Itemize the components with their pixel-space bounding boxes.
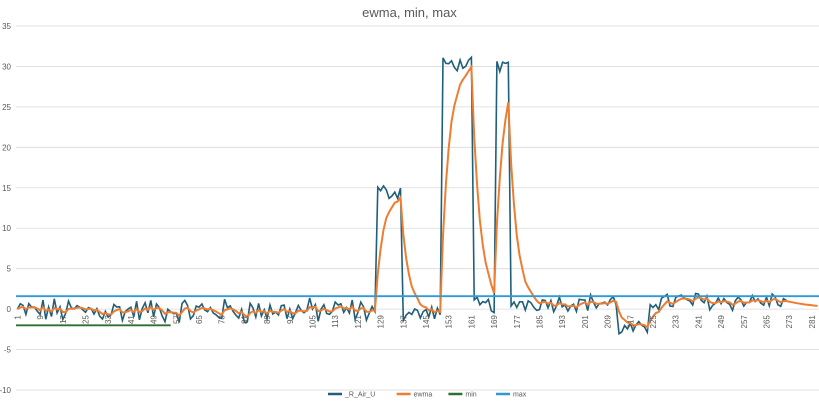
x-tick-label: 241 bbox=[694, 315, 703, 329]
x-tick-label: 105 bbox=[309, 315, 318, 329]
x-tick-label: 121 bbox=[354, 315, 363, 329]
x-tick-label: 97 bbox=[286, 315, 295, 324]
x-tick-label: 257 bbox=[740, 315, 749, 329]
y-tick-label: 10 bbox=[2, 224, 11, 233]
x-tick-label: 201 bbox=[581, 315, 590, 329]
legend-label: max bbox=[513, 392, 527, 399]
x-tick-label: 137 bbox=[399, 315, 408, 329]
x-tick-label: 73 bbox=[218, 315, 227, 324]
y-tick-label: -5 bbox=[4, 346, 12, 355]
x-tick-label: 1 bbox=[13, 315, 22, 320]
x-tick-label: 57 bbox=[172, 315, 181, 324]
x-tick-label: 169 bbox=[490, 315, 499, 329]
x-tick-label: 25 bbox=[82, 315, 91, 324]
x-tick-label: 265 bbox=[763, 315, 772, 329]
x-tick-label: 9 bbox=[36, 315, 45, 320]
legend-label: _R_Air_U bbox=[344, 392, 375, 399]
x-tick-label: 225 bbox=[649, 315, 658, 329]
x-tick-label: 113 bbox=[331, 315, 340, 328]
y-tick-label: 35 bbox=[2, 22, 11, 31]
x-tick-label: 193 bbox=[558, 315, 567, 329]
legend-label: min bbox=[465, 392, 476, 399]
x-tick-label: 249 bbox=[717, 315, 726, 329]
y-tick-label: 0 bbox=[7, 305, 12, 314]
x-tick-label: 129 bbox=[377, 315, 386, 329]
x-tick-label: 281 bbox=[808, 315, 817, 329]
chart-title: ewma, min, max bbox=[362, 5, 457, 20]
x-tick-label: 145 bbox=[422, 315, 431, 329]
x-tick-label: 49 bbox=[150, 315, 159, 324]
x-tick-label: 185 bbox=[536, 315, 545, 329]
x-tick-label: 89 bbox=[263, 315, 272, 324]
x-tick-label: 153 bbox=[445, 315, 454, 329]
y-tick-label: 25 bbox=[2, 103, 11, 112]
series-line-r-air-u bbox=[16, 55, 787, 336]
x-tick-label: 217 bbox=[626, 315, 635, 329]
series-line-ewma bbox=[16, 63, 818, 329]
y-tick-label: 30 bbox=[2, 62, 11, 71]
legend-label: ewma bbox=[414, 392, 433, 399]
y-tick-label: -10 bbox=[0, 386, 12, 395]
x-tick-label: 233 bbox=[672, 315, 681, 329]
x-tick-label: 65 bbox=[195, 315, 204, 324]
y-tick-label: 20 bbox=[2, 143, 11, 152]
x-tick-label: 41 bbox=[127, 315, 136, 324]
x-tick-label: 177 bbox=[513, 315, 522, 329]
y-tick-label: 5 bbox=[7, 265, 12, 274]
x-tick-label: 81 bbox=[240, 315, 249, 324]
x-tick-label: 209 bbox=[604, 315, 613, 329]
x-tick-label: 17 bbox=[59, 315, 68, 324]
y-tick-label: 15 bbox=[2, 184, 11, 193]
x-tick-label: 33 bbox=[104, 315, 113, 324]
x-tick-label: 273 bbox=[785, 315, 794, 329]
x-tick-label: 161 bbox=[467, 315, 476, 329]
